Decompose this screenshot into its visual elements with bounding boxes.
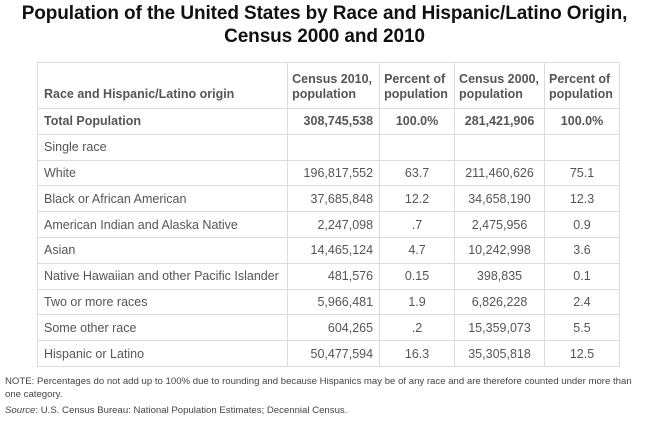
title-line-1: Population of the United States by Race … — [21, 3, 628, 24]
cell-census-2000: 10,242,998 — [454, 236, 545, 264]
table-row: American Indian and Alaska Native 2,247,0… — [36, 211, 620, 238]
population-table: Race and Hispanic/Latino origin Census 2… — [36, 62, 620, 367]
cell-percent-2010: 4.7 — [379, 236, 456, 264]
cell-census-2010: 481,576 — [287, 262, 381, 290]
cell-percent-2010: .7 — [379, 211, 456, 238]
cell-origin: Black or African American — [36, 185, 289, 213]
cell-origin: Total Population — [36, 108, 289, 135]
cell-census-2000: 35,305,818 — [454, 340, 545, 367]
cell-percent-2010: 12.2 — [379, 185, 456, 213]
cell-percent-2000 — [544, 133, 620, 161]
table-row: Some other race 604,265.2 15,359,073 5.5 — [36, 314, 620, 342]
cell-census-2010: 604,265 — [287, 314, 381, 342]
cell-census-2000: 211,460,626 — [454, 159, 545, 187]
table-row: White 196,817,552 63.7 211,460,626 75.1 — [36, 159, 620, 187]
header-census-2010: Census 2010, population — [287, 62, 381, 109]
cell-percent-2010 — [379, 133, 456, 161]
table-row: Black or African American 37,685,848 12.2 3… — [36, 185, 620, 213]
cell-origin: Single race — [36, 133, 289, 161]
cell-percent-2000: 3.6 — [544, 236, 620, 264]
cell-percent-2010: 63.7 — [379, 159, 456, 187]
footnote: NOTE: Percentages do not add up to 100% … — [5, 376, 632, 400]
source-text: : U.S. Census Bureau: National Populatio… — [35, 405, 348, 416]
header-origin: Race and Hispanic/Latino origin — [36, 62, 289, 109]
header-row: Race and Hispanic/Latino origin Census 2… — [36, 62, 620, 109]
header-census-2000: Census 2000, population — [454, 62, 545, 109]
cell-census-2000: 34,658,190 — [454, 185, 545, 213]
cell-origin: White — [36, 159, 289, 187]
cell-percent-2010: 16.3 — [379, 340, 456, 367]
source-label: Source — [5, 405, 36, 416]
cell-census-2010: 308,745,538 — [287, 108, 381, 135]
cell-percent-2000: 12.3 — [544, 185, 620, 213]
table-row: Hispanic or Latino 50,477,594 16.3 35,305,8… — [36, 340, 620, 367]
table-row: Total Population 308,745,538 100.0% 281,421… — [36, 108, 620, 135]
cell-origin: Hispanic or Latino — [36, 340, 289, 367]
cell-census-2000: 281,421,906 — [454, 108, 545, 135]
table-row: Asian 14,465,124 4.7 10,242,998 3.6 — [36, 236, 620, 264]
cell-census-2000: 6,826,228 — [454, 288, 545, 316]
cell-percent-2000: 5.5 — [544, 314, 620, 342]
cell-origin: Two or more races — [36, 288, 289, 316]
cell-census-2010: 196,817,552 — [287, 159, 381, 187]
cell-census-2010: 50,477,594 — [287, 340, 381, 367]
cell-census-2010 — [287, 133, 381, 161]
title-line-2: Census 2000 and 2010 — [224, 26, 425, 47]
cell-census-2010: 14,465,124 — [287, 236, 381, 264]
cell-percent-2000: 100.0% — [544, 108, 620, 135]
cell-percent-2000: 0.9 — [544, 211, 620, 238]
cell-origin: Some other race — [36, 314, 289, 342]
cell-origin: Native Hawaiian and other Pacific Island… — [36, 262, 289, 290]
cell-percent-2010: 100.0% — [379, 108, 456, 135]
page-title: Population of the United States by Race … — [0, 2, 649, 48]
cell-percent-2000: 2.4 — [544, 288, 620, 316]
table-row: Two or more races 5,966,481 1.9 6,826,228 2.… — [36, 288, 620, 316]
cell-percent-2000: 12.5 — [544, 340, 620, 367]
table-row: Single race — [36, 133, 620, 161]
cell-census-2000: 2,475,956 — [454, 211, 545, 238]
cell-percent-2000: 75.1 — [544, 159, 620, 187]
cell-percent-2010: 1.9 — [379, 288, 456, 316]
cell-origin: American Indian and Alaska Native — [36, 211, 289, 238]
header-percent-2010: Percent of population — [379, 62, 456, 109]
table-row: Native Hawaiian and other Pacific Island… — [36, 262, 620, 290]
cell-percent-2000: 0.1 — [544, 262, 620, 290]
cell-census-2000 — [454, 133, 545, 161]
cell-percent-2010: .2 — [379, 314, 456, 342]
cell-census-2010: 37,685,848 — [287, 185, 381, 213]
cell-percent-2010: 0.15 — [379, 262, 456, 290]
cell-origin: Asian — [36, 236, 289, 264]
cell-census-2010: 2,247,098 — [287, 211, 381, 238]
cell-census-2000: 398,835 — [454, 262, 545, 290]
cell-census-2010: 5,966,481 — [287, 288, 381, 316]
source-line: Source: U.S. Census Bureau: National Pop… — [5, 405, 645, 417]
header-percent-2000: Percent of population — [544, 62, 620, 109]
cell-census-2000: 15,359,073 — [454, 314, 545, 342]
